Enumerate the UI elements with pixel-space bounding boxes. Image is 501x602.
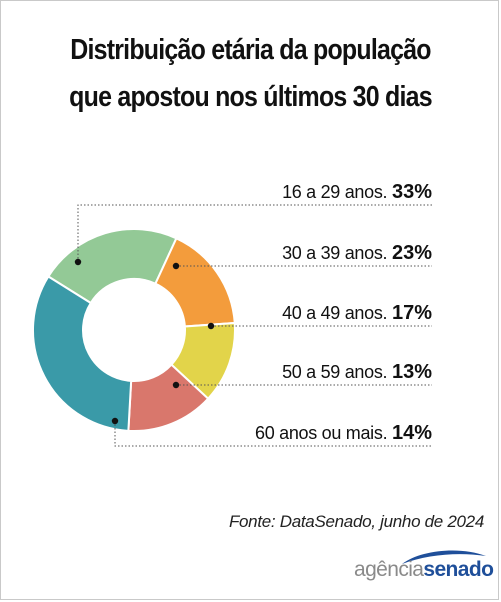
- leader-dot-2: [207, 322, 215, 330]
- slice-label-2: 40 a 49 anos. 17%: [282, 302, 432, 325]
- leader-dot-3: [172, 381, 180, 389]
- slice-label-4: 60 anos ou mais. 14%: [255, 422, 432, 445]
- leader-line-4: [114, 421, 432, 447]
- leader-line-0: [77, 204, 432, 262]
- slice-value: 13%: [391, 361, 432, 383]
- slice-label-0: 16 a 29 anos. 33%: [282, 181, 432, 204]
- slice-category: 40 a 49 anos.: [282, 303, 392, 323]
- agencia-senado-logo: agênciasenado: [354, 558, 494, 582]
- leader-dot-4: [111, 417, 119, 425]
- slice-category: 60 anos ou mais.: [254, 423, 392, 443]
- chart-title-line1: Distribuição etária da população: [70, 34, 431, 66]
- donut-slice-0: [32, 275, 133, 432]
- leader-dot-0: [74, 258, 82, 266]
- source-note: Fonte: DataSenado, junho de 2024: [228, 512, 484, 531]
- leader-dot-1: [172, 262, 180, 270]
- donut-slices: [32, 228, 236, 432]
- slice-category: 30 a 39 anos.: [282, 243, 392, 263]
- slice-category: 16 a 29 anos.: [282, 182, 392, 202]
- slice-category: 50 a 59 anos.: [282, 362, 392, 382]
- logo-swoosh-icon: [402, 550, 486, 564]
- donut-slice-1: [46, 228, 178, 305]
- leader-lines: [74, 204, 432, 447]
- slice-label-3: 50 a 59 anos. 13%: [282, 361, 432, 384]
- slice-value: 14%: [391, 422, 432, 444]
- slice-value: 33%: [391, 181, 432, 203]
- logo-part1: agência: [354, 558, 424, 581]
- logo-part2: senado: [423, 558, 494, 581]
- slice-value: 17%: [391, 302, 432, 324]
- chart-title-line2: que apostou nos últimos 30 dias: [69, 81, 432, 113]
- slice-value: 23%: [391, 242, 432, 264]
- slice-label-1: 30 a 39 anos. 23%: [282, 242, 432, 265]
